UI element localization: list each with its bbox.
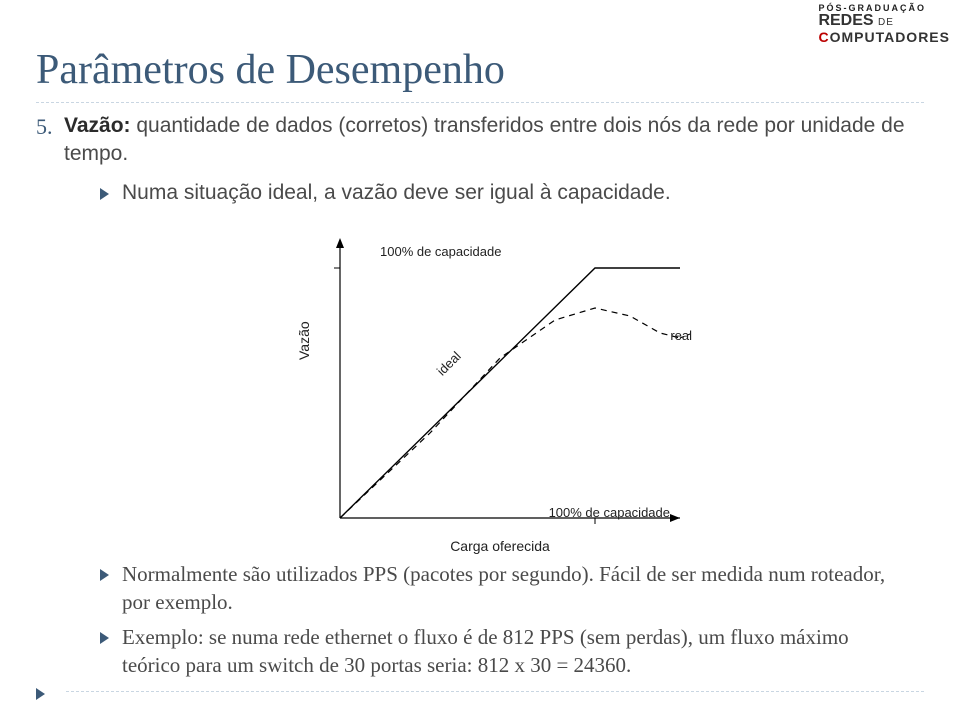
bullet-example: Exemplo: se numa rede ethernet o fluxo é…: [100, 623, 910, 680]
content-list: 5. Vazão: quantidade de dados (corretos)…: [36, 112, 924, 213]
throughput-chart: Vazão Carga oferecida 100% de capacidade…: [300, 238, 700, 548]
cap-x-label: 100% de capacidade: [549, 505, 670, 520]
real-label: real: [670, 328, 692, 343]
item-number: 5.: [36, 112, 64, 169]
footer-arrow-icon: [36, 688, 45, 700]
sublist-bottom: Normalmente são utilizados PPS (pacotes …: [100, 560, 910, 685]
page-title: Parâmetros de Desempenho: [36, 46, 505, 94]
x-axis-label: Carga oferecida: [450, 538, 550, 554]
cap-y-label: 100% de capacidade: [380, 244, 501, 259]
divider-bottom: [66, 691, 924, 692]
sublist-top: Numa situação ideal, a vazão deve ser ig…: [36, 179, 924, 207]
logo-line2: REDES DE: [818, 13, 950, 30]
divider-top: [36, 102, 924, 103]
y-axis-label: Vazão: [296, 321, 312, 360]
list-item-5: 5. Vazão: quantidade de dados (corretos)…: [36, 112, 924, 169]
bullet-pps: Normalmente são utilizados PPS (pacotes …: [100, 560, 910, 617]
logo-line3: COMPUTADORES: [818, 30, 950, 45]
item-text: Vazão: quantidade de dados (corretos) tr…: [64, 112, 924, 169]
bullet-ideal: Numa situação ideal, a vazão deve ser ig…: [100, 179, 924, 207]
chart-svg: [300, 238, 700, 548]
brand-logo: PÓS-GRADUAÇÃO REDES DE COMPUTADORES: [818, 4, 950, 45]
